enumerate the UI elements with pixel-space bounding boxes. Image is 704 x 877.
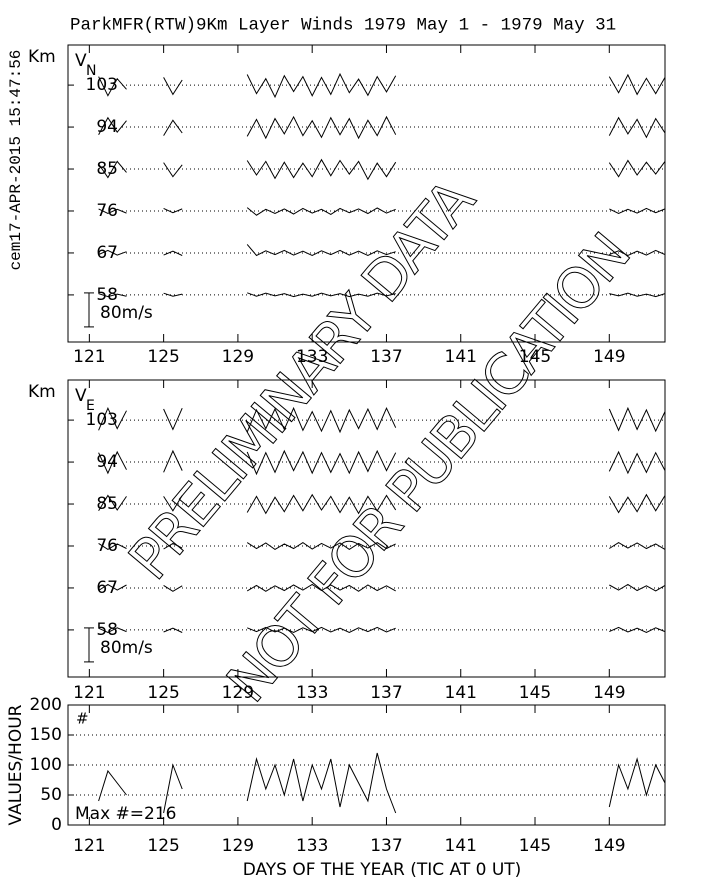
x-tick-label: 129 [222,836,254,856]
x-tick-label: 133 [296,347,328,367]
annotation: Max #=216 [75,804,177,824]
plot-frame [67,379,666,678]
panel-label: V [75,386,87,406]
x-tick-label: 121 [73,683,105,703]
timestamp: cem17-APR-2015 15:47:56 [7,50,25,271]
x-tick-label: 149 [593,347,625,367]
y-axis-label: VALUES/HOUR [6,704,26,825]
y-tick-label: 150 [30,725,62,745]
x-tick-label: 137 [370,683,402,703]
plot-frame [67,44,666,343]
y-tick-label: 94 [96,117,118,137]
trace [98,115,666,140]
y-unit: Km [28,47,56,67]
x-tick-label: 133 [296,683,328,703]
panel-sub: N [86,63,96,79]
panel-label: V [75,51,87,71]
trace [98,493,666,515]
y-tick-label: 103 [86,75,118,95]
x-tick-label: 149 [593,683,625,703]
trace [98,583,666,592]
x-tick-label: 145 [519,683,551,703]
y-tick-label: 67 [96,243,118,263]
y-unit: Km [28,382,56,402]
trace [98,542,666,551]
x-tick-label: 137 [370,347,402,367]
x-tick-label: 121 [73,836,105,856]
x-tick-label: 129 [222,683,254,703]
y-tick-label: 85 [96,159,118,179]
panel-sub: E [86,398,95,414]
x-tick-label: 129 [222,347,254,367]
trace [98,207,666,216]
trace [98,72,666,99]
y-tick-label: 76 [96,536,118,556]
trace [98,449,666,476]
trace [98,626,666,634]
x-tick-label: 141 [445,836,477,856]
x-tick-label: 141 [445,683,477,703]
x-tick-label: 141 [445,347,477,367]
x-tick-label: 137 [370,836,402,856]
x-axis-label: DAYS OF THE YEAR (TIC AT 0 UT) [243,860,522,877]
y-tick-label: 76 [96,201,118,221]
y-tick-label: 67 [96,578,118,598]
y-tick-label: 94 [96,452,118,472]
annotation: # [76,710,89,728]
chart-title: ParkMFR(RTW)9Km Layer Winds 1979 May 1 -… [70,16,616,36]
x-tick-label: 145 [519,347,551,367]
x-tick-label: 149 [593,836,625,856]
scale-label: 80m/s [100,638,153,658]
trace [98,292,666,298]
y-tick-label: 100 [30,755,62,775]
trace [98,752,666,814]
x-tick-label: 145 [519,836,551,856]
y-tick-label: 58 [96,620,118,640]
x-tick-label: 125 [147,683,179,703]
x-tick-label: 125 [147,836,179,856]
x-tick-label: 125 [147,347,179,367]
y-tick-label: 50 [40,785,62,805]
scale-label: 80m/s [100,303,153,323]
y-tick-label: 0 [51,815,62,835]
trace [98,244,666,257]
y-tick-label: 103 [86,410,118,430]
trace [98,158,666,181]
trace [98,406,666,434]
x-tick-label: 133 [296,836,328,856]
y-tick-label: 200 [30,695,62,715]
x-tick-label: 121 [73,347,105,367]
y-tick-label: 58 [96,285,118,305]
y-tick-label: 85 [96,494,118,514]
